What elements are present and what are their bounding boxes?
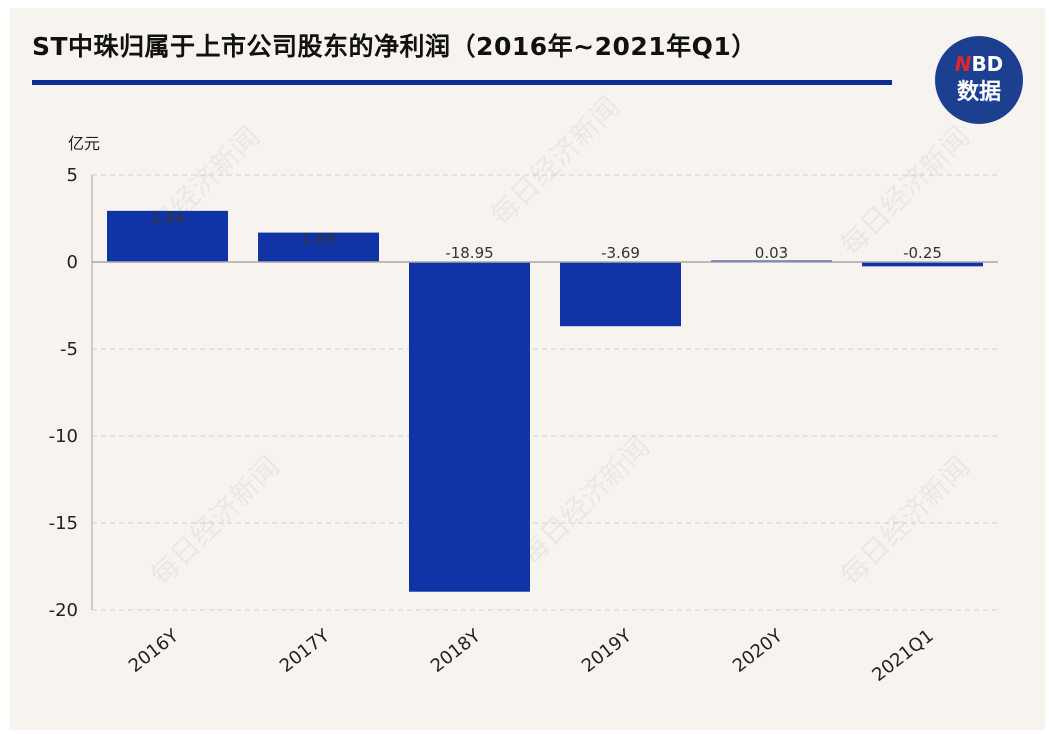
x-tick-label: 2019Y bbox=[578, 625, 636, 677]
logo-top-line: NBD bbox=[935, 53, 1023, 75]
title-underline bbox=[32, 80, 892, 85]
x-tick-label: 2021Q1 bbox=[868, 625, 937, 686]
logo-letters: BD bbox=[971, 52, 1004, 76]
bar-value-label: 1.69 bbox=[302, 230, 335, 248]
x-tick-label: 2020Y bbox=[729, 625, 787, 677]
bar bbox=[560, 262, 681, 327]
y-tick-label: 0 bbox=[67, 252, 78, 273]
y-tick-label: -10 bbox=[49, 426, 78, 447]
x-tick-label: 2018Y bbox=[427, 625, 485, 677]
y-axis-unit-label: 亿元 bbox=[68, 134, 101, 153]
x-tick-label: 2017Y bbox=[276, 625, 334, 677]
x-tick-label: 2016Y bbox=[125, 625, 183, 677]
logo-highlight-letter: N bbox=[954, 52, 972, 76]
bar bbox=[107, 210, 228, 262]
bar-value-label: 0.03 bbox=[755, 244, 788, 262]
logo-bottom-line: 数据 bbox=[956, 80, 1001, 105]
bar bbox=[409, 262, 530, 592]
bar bbox=[258, 232, 379, 262]
y-tick-label: 5 bbox=[67, 165, 78, 186]
nbd-logo: NBD 数据 bbox=[935, 36, 1023, 124]
bar-value-label: -0.25 bbox=[903, 244, 942, 262]
bar-value-label: -3.69 bbox=[601, 244, 640, 262]
bar bbox=[862, 262, 983, 267]
bar-value-label: -18.95 bbox=[445, 244, 493, 262]
y-tick-label: -15 bbox=[49, 513, 78, 534]
y-tick-label: -5 bbox=[60, 339, 78, 360]
chart-title: ST中珠归属于上市公司股东的净利润（2016年~2021年Q1） bbox=[32, 32, 757, 61]
y-tick-label: -20 bbox=[49, 600, 78, 621]
bar-value-label: 2.94 bbox=[151, 209, 184, 227]
